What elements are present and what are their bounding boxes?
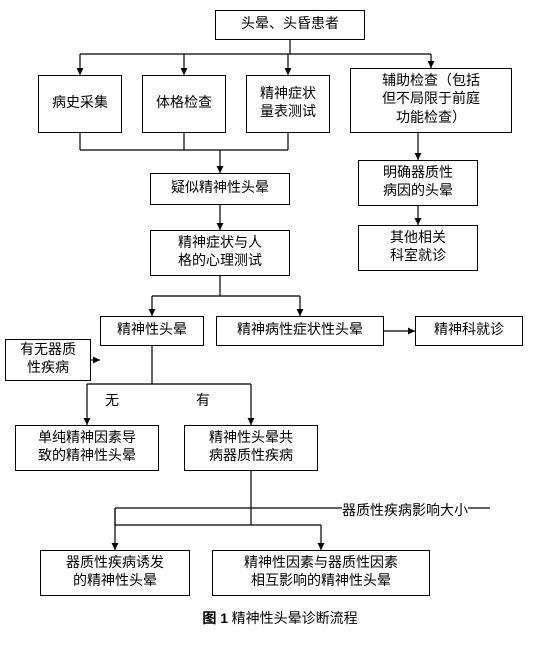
node-organic-induced-psych-dizzy: 器质性疾病诱发 的精神性头晕 <box>40 550 190 596</box>
node-psychotic-symptom-dizzy: 精神病性症状性头晕 <box>216 316 384 346</box>
caption-prefix: 图 1 <box>202 610 228 626</box>
node-text: 有无器质 性疾病 <box>20 342 76 378</box>
node-aux-exam: 辅助检查（包括 但不局限于前庭 功能检查） <box>350 68 512 133</box>
node-psychiatry-visit: 精神科就诊 <box>415 316 523 346</box>
node-text: 辅助检查（包括 但不局限于前庭 功能检查） <box>382 73 480 128</box>
node-text: 疑似精神性头晕 <box>171 180 269 198</box>
label-no: 无 <box>105 390 119 410</box>
node-other-dept: 其他相关 科室就诊 <box>358 225 478 271</box>
node-mutual-psych-organic-dizzy: 精神性因素与器质性因素 相互影响的精神性头晕 <box>212 550 430 596</box>
node-has-organic-disease: 有无器质 性疾病 <box>5 339 91 381</box>
node-pure-psych-dizzy: 单纯精神因素导 致的精神性头晕 <box>15 425 159 471</box>
node-text: 明确器质性 病因的头晕 <box>383 165 453 201</box>
node-psych-symptom-scale: 精神症状 量表测试 <box>246 75 330 133</box>
node-organic-cause: 明确器质性 病因的头晕 <box>358 160 478 206</box>
label-text: 无 <box>105 394 119 409</box>
node-text: 精神病性症状性头晕 <box>237 322 363 340</box>
node-text: 体格检查 <box>156 95 212 113</box>
node-text: 精神科就诊 <box>434 322 504 340</box>
node-text: 精神症状与人 格的心理测试 <box>178 235 262 271</box>
node-text: 精神性头晕 <box>117 322 187 340</box>
node-psych-personality-test: 精神症状与人 格的心理测试 <box>150 230 290 276</box>
figure-caption: 图 1 精神性头晕诊断流程 <box>0 608 560 628</box>
label-text: 有 <box>196 394 210 409</box>
node-text: 病史采集 <box>52 95 108 113</box>
node-text: 精神症状 量表测试 <box>260 86 316 122</box>
node-text: 其他相关 科室就诊 <box>390 230 446 266</box>
node-psych-comorbid-organic: 精神性头晕共 病器质性疾病 <box>184 425 318 471</box>
node-suspected-psych-dizzy: 疑似精神性头晕 <box>150 173 290 205</box>
node-text: 精神性头晕共 病器质性疾病 <box>209 430 293 466</box>
flowchart-canvas: 头晕、头昏患者 病史采集 体格检查 精神症状 量表测试 辅助检查（包括 但不局限… <box>0 0 560 669</box>
label-text: 器质性疾病影响大小 <box>342 504 468 519</box>
node-text: 精神性因素与器质性因素 相互影响的精神性头晕 <box>244 555 398 591</box>
node-text: 器质性疾病诱发 的精神性头晕 <box>66 555 164 591</box>
node-history: 病史采集 <box>38 75 122 133</box>
label-yes: 有 <box>196 390 210 410</box>
node-physical-exam: 体格检查 <box>142 75 226 133</box>
node-text: 头晕、头昏患者 <box>241 16 339 34</box>
node-patients: 头晕、头昏患者 <box>215 10 365 40</box>
node-psych-dizzy: 精神性头晕 <box>100 316 204 346</box>
label-organic-impact: 器质性疾病影响大小 <box>342 500 468 520</box>
node-text: 单纯精神因素导 致的精神性头晕 <box>38 430 136 466</box>
caption-text: 精神性头晕诊断流程 <box>232 612 358 627</box>
